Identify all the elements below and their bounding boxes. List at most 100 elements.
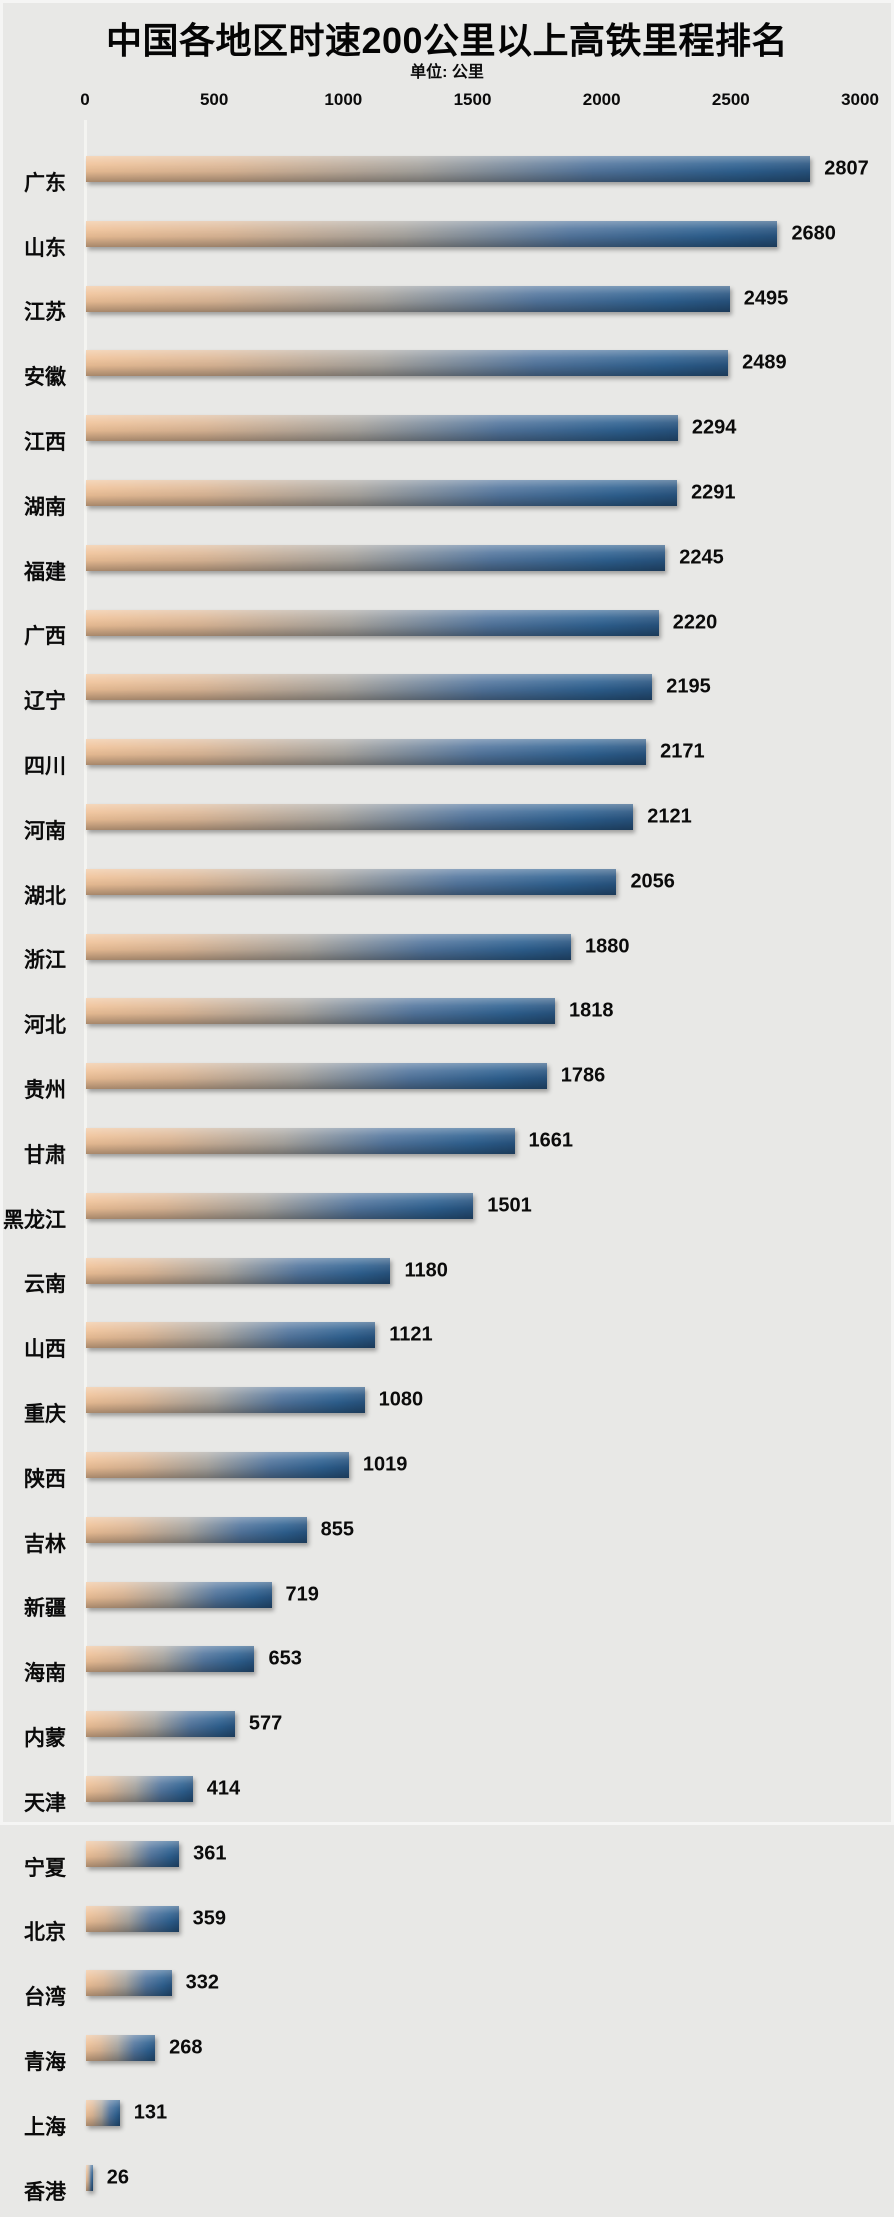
region-label: 香港: [24, 2180, 66, 2204]
bar-line: 2121: [86, 803, 692, 830]
bar: [86, 1581, 272, 1608]
bar-value: 2220: [672, 611, 718, 634]
bar-line: 2245: [86, 544, 724, 571]
bar-value: 1661: [528, 1129, 574, 1152]
bar-value: 359: [192, 1907, 226, 1930]
bar-line: 414: [86, 1775, 240, 1802]
bar-row: 江苏 2495: [24, 285, 860, 338]
region-label: 河南: [24, 819, 66, 843]
region-label: 浙江: [24, 949, 66, 973]
bar-line: 2291: [86, 479, 736, 506]
axis-tick-label: 3000: [841, 90, 879, 109]
region-label: 江苏: [24, 301, 66, 325]
bar-row: 重庆 1080: [24, 1387, 860, 1439]
bar-line: 332: [86, 1970, 219, 1997]
bar-value: 131: [133, 2101, 168, 2124]
bar-line: 1080: [86, 1387, 423, 1414]
chart-page: { "chart": { "title": "中国各地区时速200公里以上高铁里…: [3, 20, 879, 2204]
bar: [86, 1192, 474, 1219]
bar-line: 2171: [86, 739, 705, 766]
region-label: 陕西: [24, 1467, 66, 1491]
region-label: 贵州: [24, 1079, 66, 1103]
bar: [86, 220, 778, 247]
bar-row: 黑龙江 1501: [3, 1192, 860, 1245]
bar-value: 2294: [691, 416, 737, 439]
bar-line: 2495: [86, 285, 788, 312]
bar-line: 855: [86, 1516, 354, 1543]
bar-line: 131: [86, 2099, 167, 2126]
bar: [86, 2035, 156, 2062]
bar-line: 2294: [86, 415, 736, 442]
bar-row: 陕西 1019: [24, 1451, 860, 1504]
bar-line: 268: [86, 2035, 203, 2062]
bar-rows: 广东 2807 山东 2680 江苏 2495 安徽 2489 江西 2294: [3, 143, 869, 2217]
bar-line: 1661: [86, 1127, 573, 1154]
bar-line: 2056: [86, 868, 675, 895]
bar-value: 2495: [743, 287, 789, 310]
bar: [86, 998, 556, 1025]
bar-value: 855: [320, 1518, 354, 1541]
bar-value: 2121: [647, 805, 692, 828]
bar-row: 北京 359: [24, 1905, 860, 1958]
bar-row: 湖北 2056: [24, 868, 860, 921]
region-label: 宁夏: [24, 1856, 66, 1880]
axis-tick-label: 1500: [453, 90, 492, 109]
bar-value: 1019: [362, 1453, 408, 1476]
bar-row: 江西 2294: [24, 415, 860, 467]
bar: [86, 350, 729, 377]
bar-row: 广西 2220: [24, 609, 860, 662]
region-label: 上海: [24, 2115, 66, 2139]
bar-value: 2291: [691, 481, 736, 504]
region-label: 吉林: [24, 1532, 66, 1556]
bar-value: 361: [193, 1842, 227, 1865]
bar: [86, 415, 678, 442]
bar-row: 吉林 855: [24, 1516, 860, 1569]
x-axis-ticks: 0 500 1000 1500 2000 2500 3000: [80, 90, 879, 112]
bar-line: 2807: [86, 156, 869, 182]
region-label: 安徽: [24, 366, 66, 390]
bar-value: 1818: [569, 999, 614, 1022]
bar-value: 1786: [560, 1064, 606, 1087]
region-label: 湖北: [24, 884, 66, 908]
region-label: 内蒙: [24, 1727, 66, 1751]
bar: [86, 803, 634, 830]
bar-value: 2245: [679, 546, 724, 569]
bar: [86, 1840, 180, 1867]
bar-row: 青海 268: [24, 2035, 860, 2087]
region-label: 辽宁: [24, 690, 66, 714]
bar: [86, 1646, 255, 1673]
region-label: 福建: [24, 560, 66, 584]
region-label: 广东: [24, 171, 66, 195]
region-label: 海南: [24, 1662, 66, 1686]
region-label: 江西: [24, 431, 66, 455]
bar-line: 653: [86, 1646, 302, 1673]
axis-tick-label: 1000: [324, 90, 363, 109]
bar-value: 1501: [487, 1194, 532, 1217]
region-label: 天津: [24, 1791, 66, 1815]
bar-row: 山东 2680: [24, 220, 860, 273]
bar-value: 2195: [666, 675, 711, 698]
region-label: 台湾: [24, 1986, 66, 2010]
bar: [86, 609, 659, 636]
region-label: 北京: [24, 1921, 66, 1945]
bar: [86, 156, 811, 182]
region-label: 山东: [24, 236, 66, 260]
region-label: 甘肃: [24, 1143, 66, 1167]
bar-row: 河北 1818: [24, 998, 860, 1050]
bar-value: 268: [169, 2036, 203, 2059]
bar-value: 414: [206, 1777, 241, 1800]
bar-row: 山西 1121: [24, 1322, 860, 1374]
bar-value: 1880: [585, 935, 630, 958]
bar-value: 653: [268, 1647, 302, 1670]
bar-line: 1786: [86, 1063, 605, 1090]
bar: [86, 2164, 93, 2191]
bar: [86, 933, 572, 960]
bar: [86, 1775, 193, 1802]
bar-line: 1180: [86, 1257, 448, 1284]
region-label: 广西: [24, 625, 66, 649]
bar-row: 湖南 2291: [24, 479, 860, 532]
bar: [86, 1905, 179, 1932]
bar-line: 2220: [86, 609, 717, 636]
bar-value: 332: [185, 1971, 220, 1994]
region-label: 重庆: [24, 1403, 66, 1427]
